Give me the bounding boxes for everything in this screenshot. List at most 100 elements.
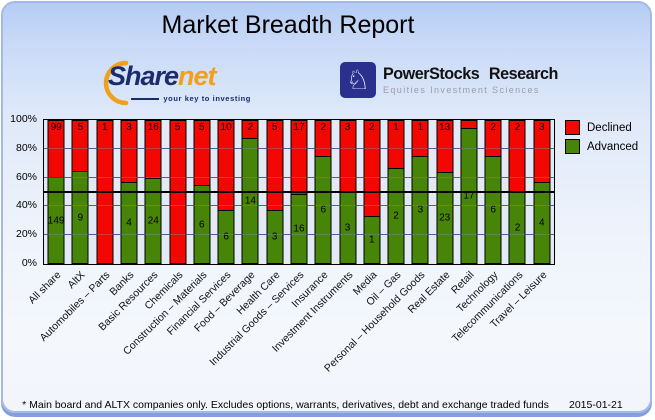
advanced-value-label: 9 — [77, 212, 84, 224]
sharenet-tagline-row: your key to investing — [131, 94, 251, 103]
bar-declined-segment — [314, 120, 332, 156]
category-label: Construction – Materials — [120, 269, 210, 358]
sharenet-logo: Sharenet your key to investing — [95, 58, 255, 108]
stacked-bar-7: 10 6 — [217, 120, 235, 264]
bar-advanced-segment — [217, 210, 235, 264]
advanced-value-label: 6 — [199, 219, 205, 231]
category-label: All share — [26, 269, 64, 307]
bar-declined-segment — [266, 120, 284, 210]
bar-declined-segment — [241, 120, 259, 138]
declined-value-label: 1 — [417, 122, 424, 133]
y-axis-tick-label: 60% — [15, 170, 37, 183]
declined-value-label: 3 — [126, 122, 132, 133]
bar-declined-segment — [533, 120, 551, 182]
bar-declined-segment — [460, 120, 478, 128]
advanced-value-label: 149 — [47, 215, 65, 227]
bar-advanced-segment — [290, 194, 308, 264]
declined-value-label: 5 — [199, 122, 205, 133]
gridline-overlay-60-percent — [44, 176, 554, 178]
declined-value-label: 2 — [514, 122, 521, 133]
category-label: Basic Resources — [96, 269, 161, 334]
advanced-value-label: 1 — [369, 234, 375, 246]
category-label: Real Estate — [405, 269, 453, 316]
advanced-value-label: 24 — [147, 215, 159, 227]
declined-value-label: 2 — [320, 122, 327, 133]
bar-declined-segment — [193, 120, 211, 186]
bar-advanced-segment — [241, 138, 259, 264]
bar-column: 17 — [457, 120, 481, 264]
stacked-bar-4: 16 24 — [144, 120, 162, 264]
gridline-overlay-80-percent — [44, 147, 554, 149]
sharenet-swoosh-icon — [103, 60, 129, 106]
declined-value-label: 1 — [393, 122, 399, 133]
category-label: Industrial Goods – Services — [207, 269, 307, 369]
category-label: Technology — [454, 269, 501, 316]
bar-column: 16 24 — [141, 120, 165, 264]
y-axis-tick-label: 20% — [15, 228, 37, 241]
category-label: Telecommunications — [449, 269, 526, 345]
gridline-overlay-20-percent — [44, 234, 554, 236]
category-label: Travel – Leisure — [487, 269, 550, 331]
bar-column: 10 6 — [214, 120, 238, 264]
bar-declined-segment — [217, 120, 235, 210]
footer-note: * Main board and ALTX companies only. Ex… — [22, 399, 549, 411]
advanced-value-label: 23 — [439, 212, 451, 224]
category-label: Financial Services — [164, 269, 234, 338]
bar-declined-segment — [508, 120, 526, 192]
stacked-bar-16: 13 23 — [436, 120, 454, 264]
x-axis: All share AltX Automobiles – Parts Banks Bas… — [26, 266, 553, 396]
advanced-value-label: 2 — [514, 222, 521, 234]
declined-value-label: 10 — [220, 122, 232, 133]
fifty-percent-reference-line — [44, 191, 554, 193]
bar-declined-segment — [144, 120, 162, 178]
advanced-value-label: 6 — [223, 231, 229, 243]
declined-value-label: 2 — [490, 122, 496, 133]
category-label: Automobiles – Parts — [37, 269, 113, 344]
legend-item-declined: Declined — [565, 120, 638, 135]
bar-declined-segment — [339, 120, 357, 192]
declined-value-label: 13 — [439, 122, 451, 133]
powerstocks-subtitle: Equities Investment Sciences — [383, 85, 540, 95]
declined-value-label: 17 — [293, 122, 305, 133]
bar-declined-segment — [290, 120, 308, 195]
bar-declined-segment — [387, 120, 405, 168]
declined-value-label: 3 — [538, 122, 545, 133]
declined-value-label: 2 — [369, 122, 375, 133]
category-label: Oil – Gas — [364, 269, 404, 309]
advanced-value-label: 3 — [344, 222, 351, 234]
stacked-bar-0: 99 149 — [47, 120, 65, 264]
bar-declined-segment — [363, 120, 381, 216]
category-label: AltX — [65, 269, 88, 292]
y-axis: 100% 80% 60% 40% 20% 0% — [3, 113, 39, 269]
advanced-value-label: 3 — [271, 231, 278, 243]
advanced-value-label: 17 — [463, 190, 475, 202]
category-label: Personal – Household Goods — [322, 269, 428, 375]
bar-advanced-segment — [363, 216, 381, 264]
bar-series: 99 149 5 9 1 3 4 16 24 5 5 6 10 6 2 14 5 3 17 16 2 6 3 3 2 1 1 2 1 3 1… — [44, 120, 554, 264]
category-label: Retail — [449, 269, 477, 297]
category-label: Insurance — [289, 269, 331, 311]
page-title: Market Breadth Report — [161, 11, 415, 39]
stacked-bar-17: 17 — [460, 120, 478, 264]
advanced-value-label: 3 — [417, 204, 424, 216]
sharenet-tagline-rule — [131, 97, 160, 100]
bar-advanced-segment — [144, 177, 162, 264]
chess-knight-icon: ♘ — [345, 64, 371, 96]
bar-advanced-segment — [193, 185, 211, 264]
chart-legend: Declined Advanced — [565, 120, 638, 158]
report-card: Market Breadth Report Sharenet your key … — [1, 1, 652, 413]
bar-declined-segment — [411, 120, 429, 156]
powerstocks-logo: ♘ PowerStocks Research Equities Investme… — [340, 62, 567, 98]
bar-advanced-segment — [266, 210, 284, 264]
